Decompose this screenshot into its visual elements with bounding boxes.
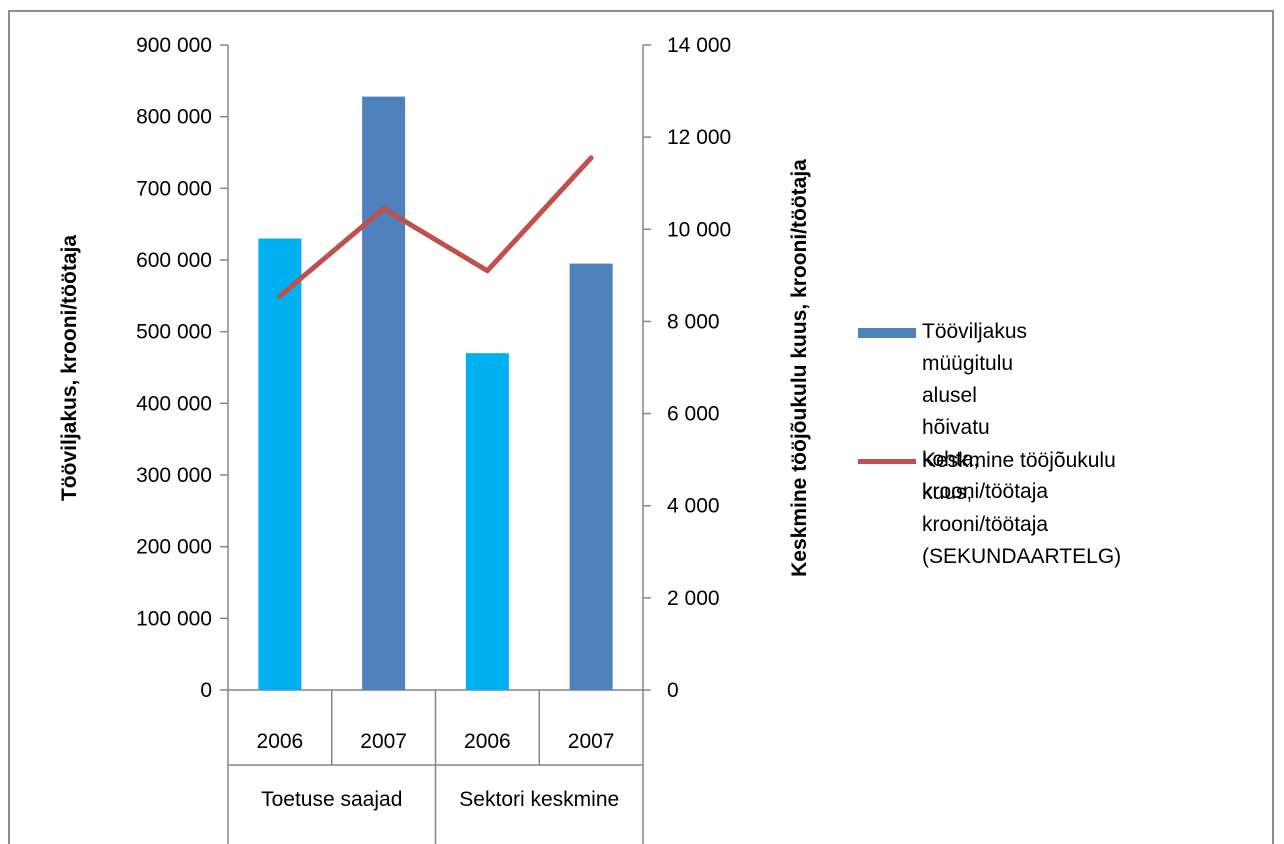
x-tick-label-year: 2006 (464, 730, 511, 753)
y-right-tick-label: 6 000 (667, 403, 720, 426)
y-left-tick-label: 0 (200, 679, 212, 702)
y-left-axis-title: Tööviljakus, krooni/töötaja (58, 235, 81, 501)
line-point (590, 157, 592, 159)
chart-frame (8, 10, 1274, 844)
legend-line-swatch (858, 459, 916, 464)
line-point (383, 208, 385, 210)
legend-item-line: Keskmine tööjõukulu kuus, krooni/töötaja… (858, 445, 1121, 573)
legend-bar-swatch (858, 328, 916, 338)
y-right-tick-label: 8 000 (667, 310, 720, 333)
y-right-tick-label: 4 000 (667, 495, 720, 518)
x-group-label: Sektori keskmine (459, 788, 619, 811)
legend-bar-label: Tööviljakus müügitulu alusel hõivatu koh… (922, 320, 1049, 503)
bar (258, 238, 302, 690)
y-right-tick-label: 10 000 (667, 218, 731, 241)
y-left-tick-label: 100 000 (136, 607, 212, 630)
y-left-tick-label: 300 000 (136, 464, 212, 487)
y-left-tick-label: 400 000 (136, 392, 212, 415)
bar (569, 263, 613, 690)
bar (362, 96, 406, 691)
x-tick-label-year: 2006 (257, 730, 304, 753)
y-right-tick-label: 12 000 (667, 126, 731, 149)
y-left-tick-label: 700 000 (136, 177, 212, 200)
line-point (486, 270, 488, 272)
y-right-tick-label: 2 000 (667, 587, 720, 610)
y-left-tick-label: 500 000 (136, 321, 212, 344)
y-left-tick-label: 600 000 (136, 249, 212, 272)
x-tick-label-year: 2007 (568, 730, 615, 753)
legend-item-bar: Tööviljakus müügitulu alusel hõivatu koh… (858, 316, 1048, 508)
line-point (279, 295, 281, 297)
y-right-tick-label: 14 000 (667, 34, 731, 57)
y-left-tick-label: 900 000 (136, 34, 212, 57)
line-series (277, 155, 594, 299)
legend-line-label: Keskmine tööjõukulu kuus, krooni/töötaja… (922, 449, 1122, 568)
y-left-tick-label: 200 000 (136, 536, 212, 559)
x-group-label: Toetuse saajad (261, 788, 402, 811)
bar (465, 353, 509, 690)
y-right-axis-title: Keskmine tööjõukulu kuus, krooni/töötaja (788, 159, 811, 577)
y-left-tick-label: 800 000 (136, 106, 212, 129)
x-tick-label-year: 2007 (360, 730, 407, 753)
y-right-tick-label: 0 (667, 679, 679, 702)
